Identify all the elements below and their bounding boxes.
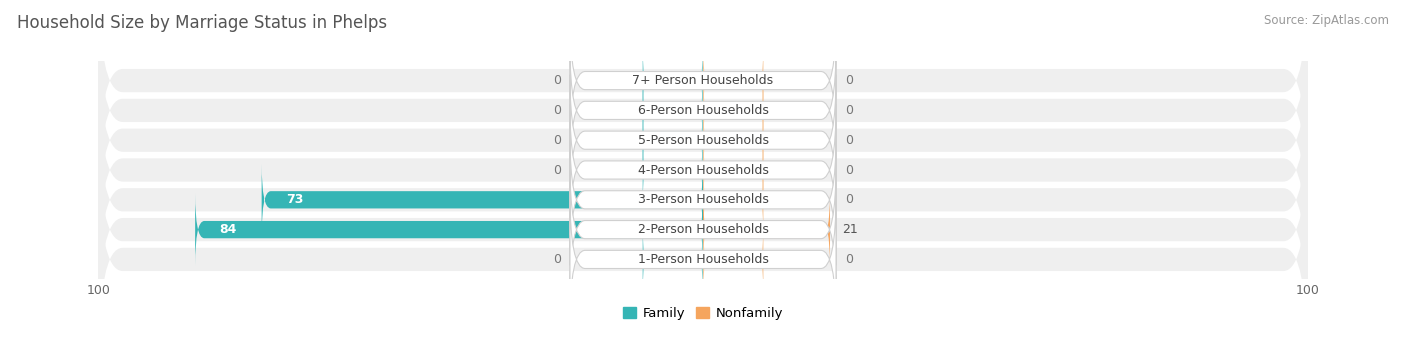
Text: 0: 0 [553, 104, 561, 117]
FancyBboxPatch shape [703, 134, 763, 206]
FancyBboxPatch shape [703, 104, 763, 176]
Text: 7+ Person Households: 7+ Person Households [633, 74, 773, 87]
Text: 2-Person Households: 2-Person Households [637, 223, 769, 236]
FancyBboxPatch shape [703, 74, 763, 147]
FancyBboxPatch shape [643, 134, 703, 206]
FancyBboxPatch shape [98, 152, 1308, 340]
Text: 3-Person Households: 3-Person Households [637, 193, 769, 206]
FancyBboxPatch shape [643, 45, 703, 117]
Text: 0: 0 [553, 134, 561, 147]
FancyBboxPatch shape [262, 164, 703, 236]
Text: 0: 0 [845, 74, 853, 87]
FancyBboxPatch shape [98, 92, 1308, 307]
Text: Source: ZipAtlas.com: Source: ZipAtlas.com [1264, 14, 1389, 27]
Text: 4-Person Households: 4-Person Households [637, 164, 769, 176]
FancyBboxPatch shape [98, 122, 1308, 337]
Text: Household Size by Marriage Status in Phelps: Household Size by Marriage Status in Phe… [17, 14, 387, 32]
Text: 0: 0 [845, 104, 853, 117]
FancyBboxPatch shape [569, 164, 837, 295]
FancyBboxPatch shape [98, 33, 1308, 248]
Text: 84: 84 [219, 223, 236, 236]
Text: 0: 0 [845, 253, 853, 266]
Text: 0: 0 [845, 193, 853, 206]
Legend: Family, Nonfamily: Family, Nonfamily [623, 307, 783, 320]
Text: 0: 0 [553, 253, 561, 266]
FancyBboxPatch shape [98, 0, 1308, 188]
FancyBboxPatch shape [98, 3, 1308, 218]
Text: 1-Person Households: 1-Person Households [637, 253, 769, 266]
FancyBboxPatch shape [703, 193, 830, 266]
FancyBboxPatch shape [569, 194, 837, 325]
FancyBboxPatch shape [703, 164, 763, 236]
FancyBboxPatch shape [643, 104, 703, 176]
Text: 21: 21 [842, 223, 858, 236]
Text: 5-Person Households: 5-Person Households [637, 134, 769, 147]
FancyBboxPatch shape [569, 45, 837, 176]
Text: 0: 0 [845, 134, 853, 147]
Text: 0: 0 [553, 74, 561, 87]
Text: 6-Person Households: 6-Person Households [637, 104, 769, 117]
FancyBboxPatch shape [569, 105, 837, 235]
Text: 73: 73 [285, 193, 304, 206]
Text: 0: 0 [553, 164, 561, 176]
FancyBboxPatch shape [569, 15, 837, 146]
Text: 0: 0 [845, 164, 853, 176]
FancyBboxPatch shape [98, 63, 1308, 277]
FancyBboxPatch shape [195, 193, 703, 266]
FancyBboxPatch shape [703, 45, 763, 117]
FancyBboxPatch shape [703, 223, 763, 295]
FancyBboxPatch shape [569, 134, 837, 265]
FancyBboxPatch shape [643, 74, 703, 147]
FancyBboxPatch shape [643, 223, 703, 295]
FancyBboxPatch shape [569, 75, 837, 206]
